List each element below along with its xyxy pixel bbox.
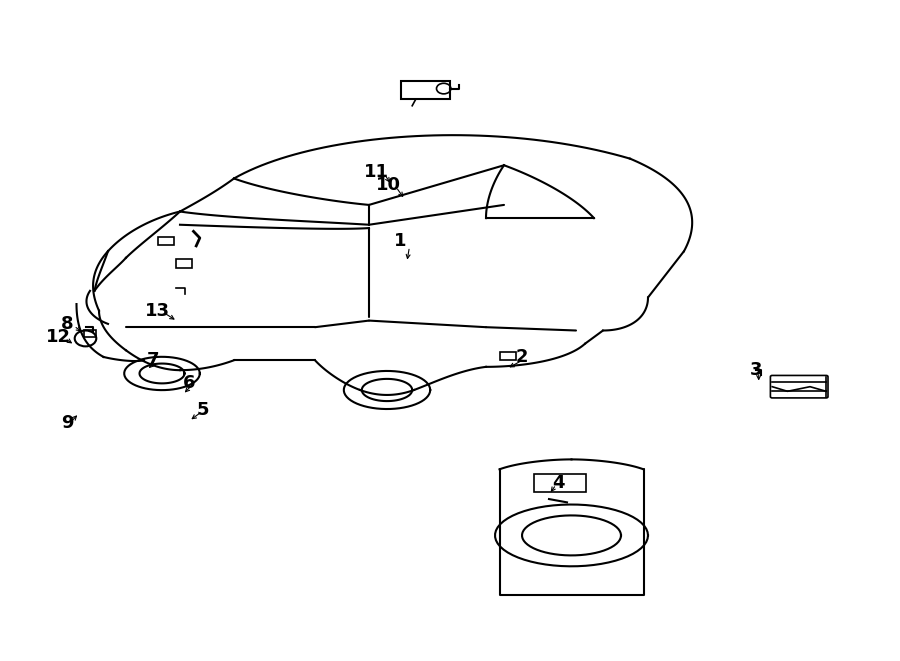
Text: 12: 12 bbox=[46, 328, 71, 346]
Text: 6: 6 bbox=[183, 374, 195, 393]
Text: 8: 8 bbox=[61, 315, 74, 333]
Text: 10: 10 bbox=[376, 176, 401, 194]
Text: 2: 2 bbox=[516, 348, 528, 366]
Text: 1: 1 bbox=[394, 232, 407, 251]
Text: 9: 9 bbox=[61, 414, 74, 432]
Bar bbox=[500, 352, 516, 360]
Text: 13: 13 bbox=[145, 301, 170, 320]
Text: 5: 5 bbox=[196, 401, 209, 419]
Bar bbox=[158, 237, 174, 245]
Bar bbox=[84, 330, 96, 337]
Bar bbox=[534, 474, 586, 492]
Text: 7: 7 bbox=[147, 351, 159, 369]
Text: 3: 3 bbox=[750, 361, 762, 379]
Text: 11: 11 bbox=[364, 163, 389, 181]
Bar bbox=[400, 81, 450, 99]
Text: 4: 4 bbox=[552, 473, 564, 492]
Bar bbox=[176, 259, 192, 268]
